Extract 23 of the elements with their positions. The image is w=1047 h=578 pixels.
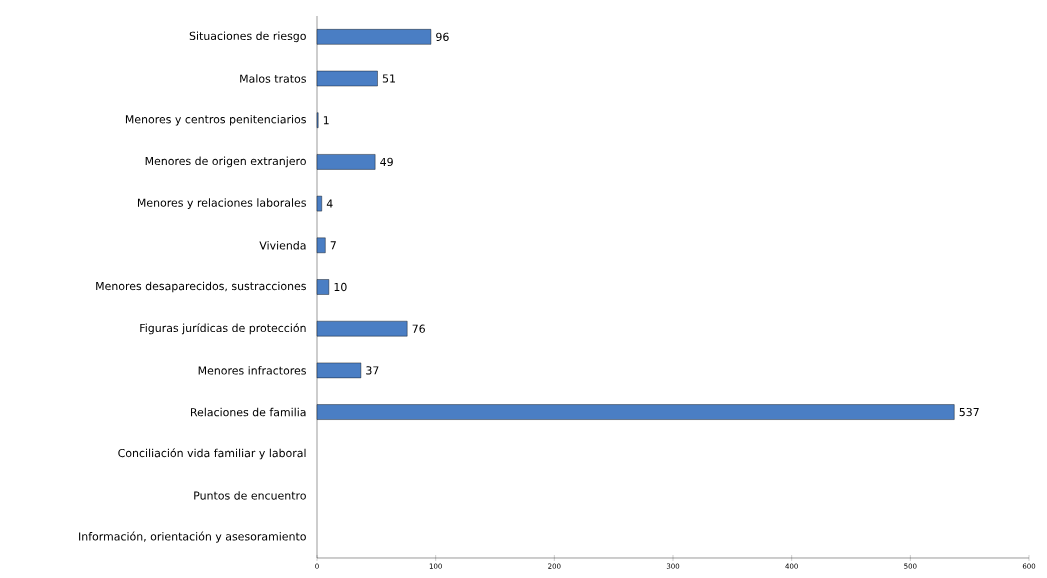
- data-label: 37: [366, 366, 379, 375]
- data-label: 537: [959, 407, 979, 417]
- data-label: 96: [436, 32, 449, 41]
- data-label: 4: [326, 199, 333, 208]
- y-tick-label: Menores infractores: [198, 366, 306, 375]
- data-label: 10: [334, 282, 347, 292]
- y-tick-label: Conciliación vida familiar y laboral: [118, 448, 306, 460]
- y-tick-label: Menores y relaciones laborales: [137, 198, 306, 209]
- data-label: 51: [382, 74, 395, 83]
- y-tick-label: Figuras jurídicas de protección: [140, 323, 306, 335]
- y-tick-label: Menores de origen extranjero: [145, 156, 306, 168]
- y-tick-label: Menores desaparecidos, sustracciones: [96, 281, 306, 293]
- data-label: 7: [330, 241, 336, 250]
- y-tick-label: Malos tratos: [240, 74, 306, 83]
- y-tick-label: Relaciones de familia: [191, 407, 306, 417]
- data-label: 1: [323, 116, 329, 125]
- y-tick-label: Información, orientación y asesoramiento: [79, 531, 306, 543]
- y-tick-label: Menores y centros penitenciarios: [125, 114, 306, 126]
- data-label: 49: [380, 157, 393, 167]
- y-tick-label: Puntos de encuentro: [194, 491, 306, 500]
- y-tick-label: Vivienda: [259, 241, 306, 250]
- y-tick-label: Situaciones de riesgo: [189, 31, 306, 43]
- data-label: 76: [412, 324, 425, 333]
